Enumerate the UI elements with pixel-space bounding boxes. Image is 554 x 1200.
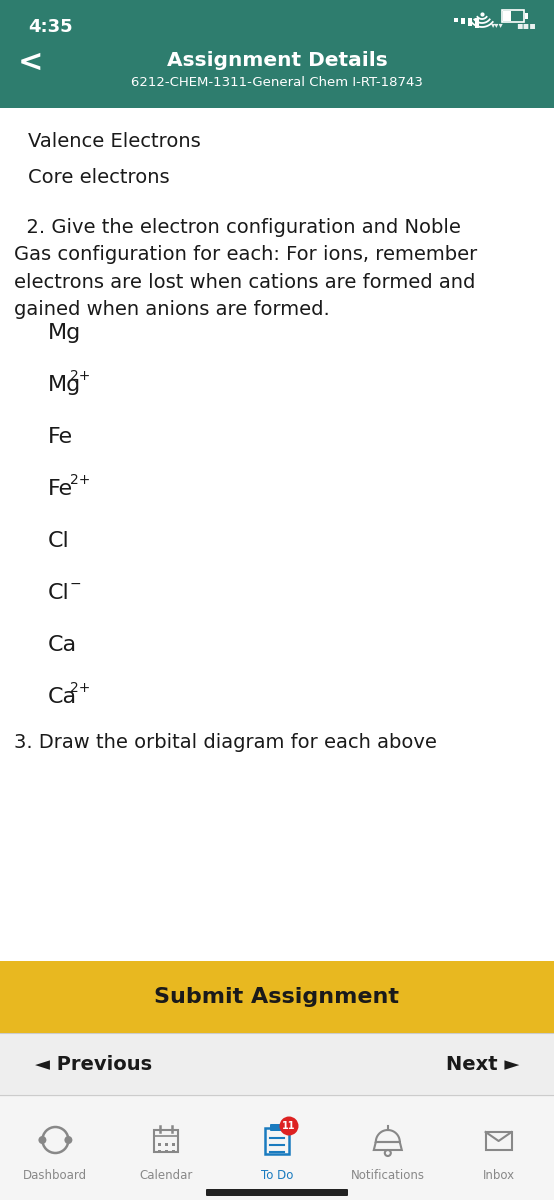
Text: Valence Electrons: Valence Electrons [28, 132, 201, 151]
Bar [0, 961, 554, 1033]
Bar [172, 1142, 175, 1146]
Text: Submit Assignment: Submit Assignment [155, 986, 399, 1007]
Text: Ca: Ca [48, 635, 77, 655]
Bar [0, 1033, 554, 1094]
Text: <: < [18, 48, 44, 77]
Bar [503, 11, 511, 20]
Bar [0, 0, 554, 108]
Text: ◄ Previous: ◄ Previous [35, 1055, 152, 1074]
Text: 6212-CHEM-1311-General Chem I-RT-18743: 6212-CHEM-1311-General Chem I-RT-18743 [131, 76, 423, 89]
Text: Calendar: Calendar [140, 1169, 193, 1182]
Bar [158, 1142, 161, 1146]
Bar [0, 1094, 554, 1200]
Bar [158, 1150, 161, 1152]
Text: To Do: To Do [261, 1169, 293, 1182]
Text: Cl: Cl [48, 583, 70, 602]
Text: Fe: Fe [48, 427, 73, 446]
Text: Notifications: Notifications [351, 1169, 425, 1182]
Text: 11: 11 [282, 1121, 296, 1130]
Text: 2+: 2+ [70, 473, 90, 487]
Bar [454, 18, 458, 22]
Bar [475, 18, 479, 28]
Text: 2+: 2+ [70, 680, 90, 695]
Bar [525, 13, 528, 19]
Text: −: − [70, 577, 81, 590]
Text: Core electrons: Core electrons [28, 168, 170, 187]
Bar [461, 18, 465, 24]
Text: Assignment Details: Assignment Details [167, 50, 387, 70]
Bar [165, 1142, 168, 1146]
Text: ▪▪▪: ▪▪▪ [516, 20, 536, 30]
FancyBboxPatch shape [270, 1124, 284, 1130]
Circle shape [280, 1116, 299, 1135]
Text: 2. Give the electron configuration and Noble
Gas configuration for each: For ion: 2. Give the electron configuration and N… [14, 218, 477, 319]
Text: Fe: Fe [48, 479, 73, 499]
Circle shape [38, 1136, 47, 1144]
Text: Mg: Mg [48, 374, 81, 395]
Text: 4:35: 4:35 [28, 18, 73, 36]
Text: 3. Draw the orbital diagram for each above: 3. Draw the orbital diagram for each abo… [14, 733, 437, 752]
Bar [468, 18, 472, 26]
Text: Ca: Ca [48, 686, 77, 707]
Bar [165, 1150, 168, 1152]
Text: Cl: Cl [48, 530, 70, 551]
Text: Next ►: Next ► [445, 1055, 519, 1074]
Circle shape [64, 1136, 73, 1144]
Text: Mg: Mg [48, 323, 81, 343]
Text: Inbox: Inbox [483, 1169, 515, 1182]
Bar [172, 1150, 175, 1152]
Text: ▾▾▾: ▾▾▾ [491, 20, 504, 29]
FancyBboxPatch shape [206, 1189, 348, 1196]
Text: Dashboard: Dashboard [23, 1169, 88, 1182]
Text: 2+: 2+ [70, 370, 90, 383]
